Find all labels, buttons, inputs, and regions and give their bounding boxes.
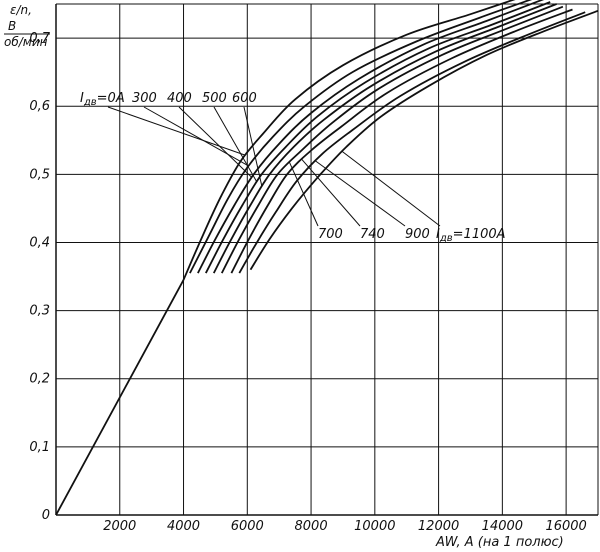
leader-line (243, 106, 263, 187)
x-tick-label: 6000 (231, 519, 264, 534)
y-tick-label: 0 (42, 508, 50, 523)
x-tick-label: 16000 (545, 519, 586, 534)
x-tick-labels: 2000 4000 6000 8000 10000 12000 14000 16000 (103, 519, 587, 534)
curve-label: Iдв=0A (80, 91, 125, 108)
series-curve (230, 8, 573, 274)
curve-label: 500 (202, 91, 227, 106)
curve-label: 900 (405, 227, 430, 242)
y-tick-label: 0,7 (29, 31, 50, 46)
leader-line (213, 106, 258, 183)
y-axis-label: ε/n, В об/мин (4, 3, 50, 49)
x-tick-label: 2000 (103, 519, 136, 534)
grid-lines (56, 4, 598, 515)
series-curve (197, 0, 545, 274)
curve-label: 700 (318, 227, 343, 242)
series-curve (238, 11, 586, 274)
leader-line (178, 106, 253, 178)
leader-line (289, 162, 319, 227)
x-tick-label: 10000 (354, 519, 395, 534)
curve-label: 400 (167, 91, 192, 106)
y-tick-label: 0,2 (29, 372, 50, 387)
x-axis-label: AW, A (на 1 полюс) (435, 535, 564, 550)
y-tick-labels: 0 0,1 0,2 0,3 0,4 0,5 0,6 0,7 (29, 31, 50, 523)
series-curve (205, 1, 551, 274)
annotation-labels: Iдв=0A 300 400 500 600 700 740 900 Iдв=1100A (80, 91, 506, 244)
leader-line (107, 106, 246, 156)
series-curve (182, 0, 516, 281)
common-initial-line (55, 279, 185, 516)
leader-line (143, 106, 249, 167)
curve-label: 300 (132, 91, 157, 106)
y-tick-label: 0,3 (29, 304, 50, 319)
curves (55, 0, 599, 516)
x-tick-label: 12000 (418, 519, 459, 534)
leader-line (341, 150, 441, 227)
series-curve (249, 9, 599, 271)
curve-label: 600 (232, 91, 257, 106)
y-axis-label-top: ε/n, (10, 3, 32, 17)
x-tick-label: 14000 (482, 519, 523, 534)
y-tick-label: 0,4 (29, 235, 50, 250)
axes (55, 3, 599, 516)
curve-label: 740 (360, 227, 385, 242)
y-axis-label-denominator: об/мин (4, 35, 48, 49)
curve-label: Iдв=1100A (436, 227, 506, 244)
series-curve (212, 3, 557, 274)
x-tick-label: 4000 (167, 519, 200, 534)
leader-line (301, 159, 361, 227)
leader-line (315, 160, 406, 227)
x-tick-label: 8000 (295, 519, 328, 534)
y-tick-label: 0,6 (29, 99, 50, 114)
series-curve (220, 5, 564, 274)
y-tick-label: 0,5 (29, 167, 50, 182)
annotation-leaders (107, 106, 441, 227)
series-curve (189, 0, 533, 274)
y-tick-label: 0,1 (29, 440, 50, 455)
y-axis-label-numerator: В (8, 19, 16, 33)
